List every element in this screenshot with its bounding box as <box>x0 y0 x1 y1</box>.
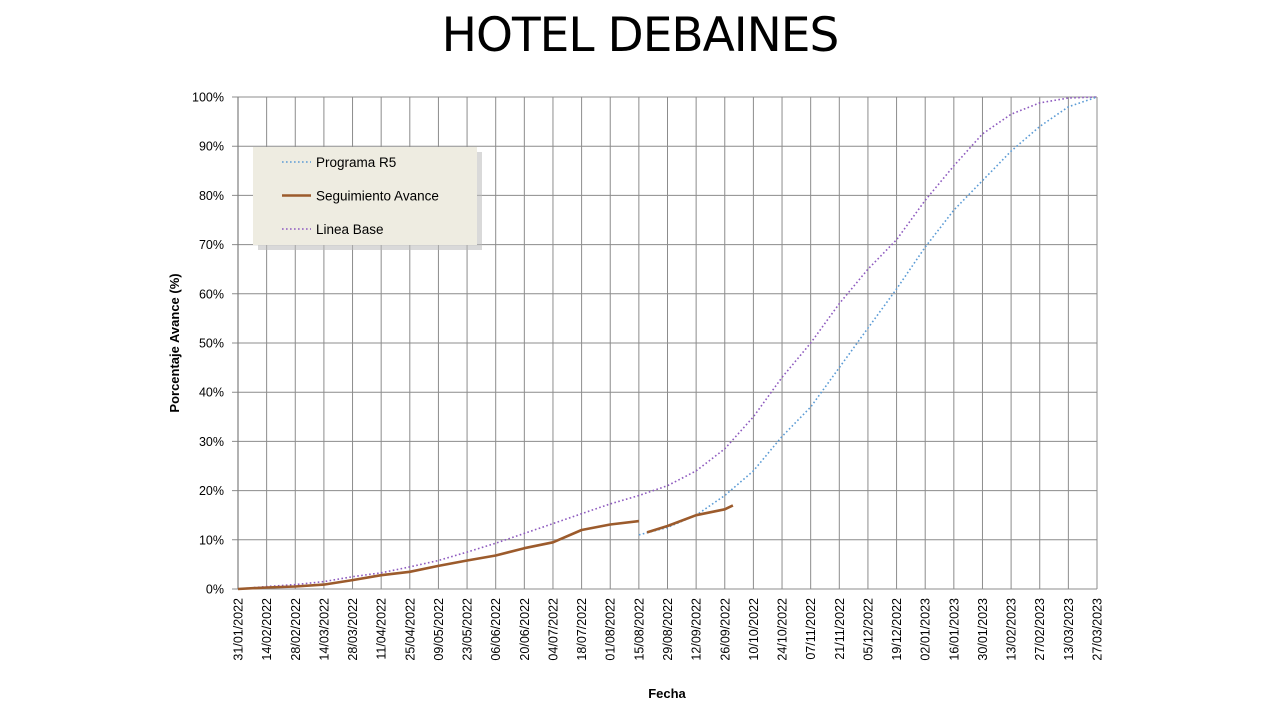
x-tick-label: 16/01/2023 <box>947 598 961 661</box>
y-tick-label: 40% <box>199 386 224 400</box>
y-tick-label: 30% <box>199 435 224 449</box>
series-layer <box>237 96 1098 591</box>
x-tick-label: 02/01/2023 <box>919 598 933 661</box>
x-tick-label: 13/03/2023 <box>1062 598 1076 661</box>
x-tick-label: 07/11/2022 <box>804 598 818 660</box>
y-tick-label: 80% <box>199 189 224 203</box>
x-tick-label: 24/10/2022 <box>776 598 790 661</box>
y-tick-labels: 0% 10% 20% 30% 40% 50% 60% 70% 80% 90% 100% <box>192 91 224 597</box>
x-tick-label: 14/02/2022 <box>260 598 274 661</box>
legend-label: Linea Base <box>316 222 384 237</box>
y-tick-label: 10% <box>199 533 224 547</box>
x-tick-label: 30/01/2023 <box>976 598 990 661</box>
x-tick-labels: 31/01/2022 14/02/2022 28/02/2022 14/03/2022… <box>232 598 1105 661</box>
x-tick-label: 31/01/2022 <box>232 598 246 661</box>
seguimiento-avance-line <box>237 519 640 591</box>
x-tick-label: 01/08/2022 <box>604 598 618 661</box>
x-tick-label: 15/08/2022 <box>632 598 646 661</box>
x-tick-label: 23/05/2022 <box>461 598 475 661</box>
seguimiento-avance-line <box>646 504 734 534</box>
programa-r5-line <box>638 96 1098 536</box>
x-tick-label: 12/09/2022 <box>690 598 704 661</box>
chart-title: HOTEL DEBAINES <box>441 8 840 63</box>
x-tick-label: 11/04/2022 <box>375 598 389 660</box>
x-tick-label: 13/02/2023 <box>1005 598 1019 661</box>
legend: Programa R5 Seguimiento Avance Linea Base <box>253 147 482 250</box>
y-tick-label: 70% <box>199 238 224 252</box>
x-tick-label: 14/03/2022 <box>317 598 331 661</box>
x-tick-label: 26/09/2022 <box>718 598 732 661</box>
x-tick-label: 20/06/2022 <box>518 598 532 661</box>
linea-base-line <box>237 96 1098 590</box>
y-tick-label: 50% <box>199 337 224 351</box>
x-axis-title: Fecha <box>648 686 686 701</box>
x-tick-label: 28/02/2022 <box>289 598 303 661</box>
x-tick-label: 06/06/2022 <box>489 598 503 661</box>
x-tick-label: 25/04/2022 <box>403 598 417 661</box>
x-tick-label: 05/12/2022 <box>861 598 875 661</box>
y-tick-label: 20% <box>199 484 224 498</box>
x-tick-label: 10/10/2022 <box>747 598 761 661</box>
legend-label: Programa R5 <box>316 155 396 170</box>
x-tick-label: 28/03/2022 <box>346 598 360 661</box>
legend-label: Seguimiento Avance <box>316 189 439 204</box>
x-tick-label: 04/07/2022 <box>546 598 560 661</box>
x-tick-label: 09/05/2022 <box>432 598 446 661</box>
y-tick-label: 0% <box>206 583 224 597</box>
x-tick-label: 27/02/2023 <box>1033 598 1047 661</box>
x-tick-label: 21/11/2022 <box>833 598 847 660</box>
x-tick-label: 27/03/2023 <box>1091 598 1105 661</box>
y-tick-label: 100% <box>192 91 224 105</box>
y-tick-label: 90% <box>199 140 224 154</box>
y-tick-label: 60% <box>199 287 224 301</box>
y-axis-title: Porcentaje Avance (%) <box>167 273 182 412</box>
x-tick-label: 19/12/2022 <box>890 598 904 661</box>
x-tick-label: 18/07/2022 <box>575 598 589 661</box>
x-tick-label: 29/08/2022 <box>661 598 675 661</box>
